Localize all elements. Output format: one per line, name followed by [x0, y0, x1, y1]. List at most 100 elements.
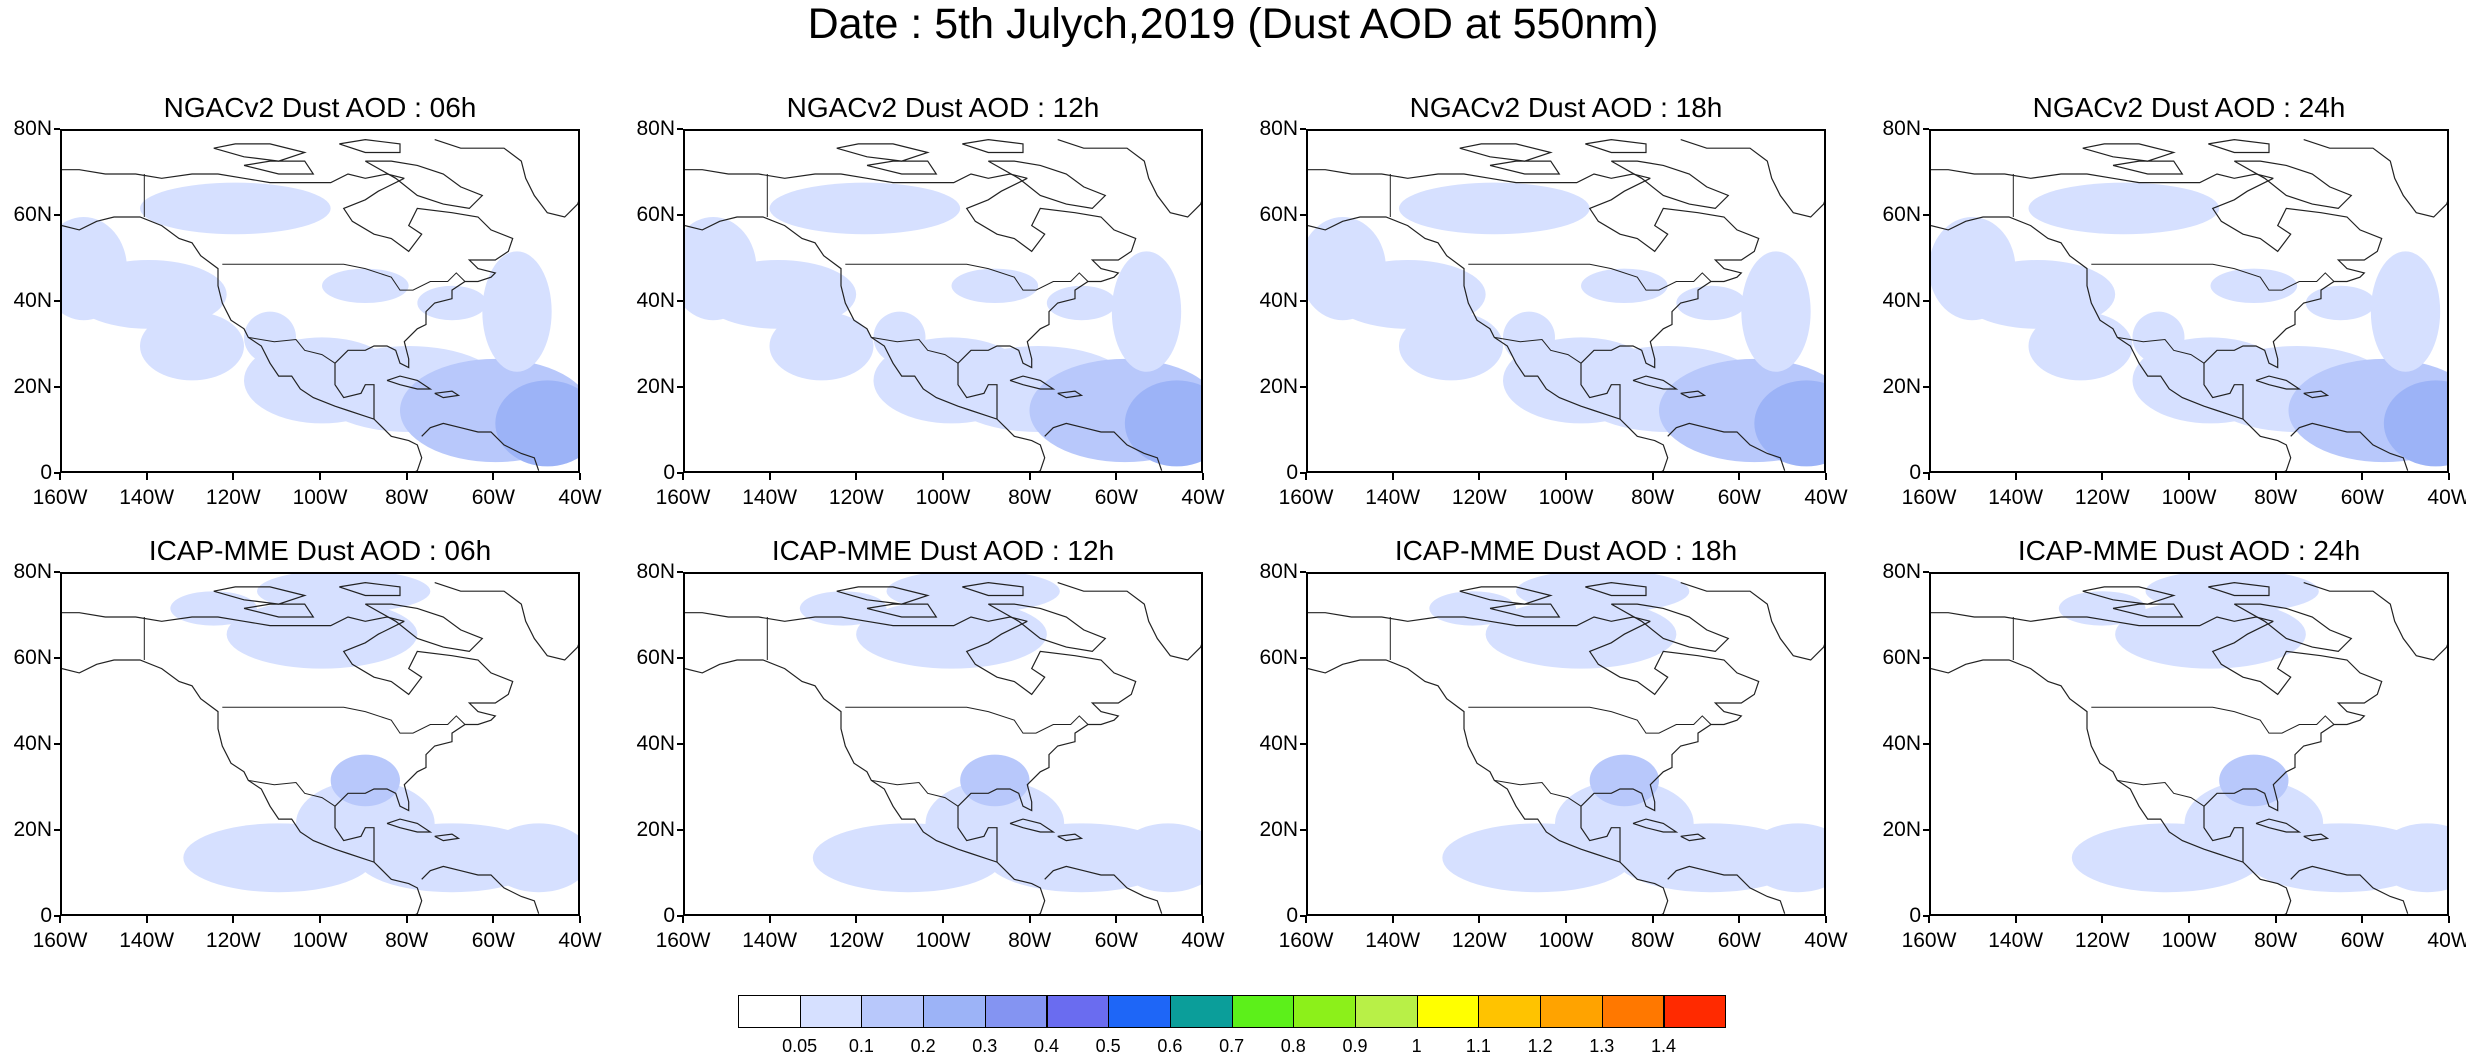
dust-shading	[799, 591, 887, 626]
lon-tick-label: 80W	[1631, 486, 1675, 509]
map-panel-ngac-12h	[683, 129, 1203, 473]
lat-tick-mark	[1300, 128, 1306, 130]
main-title: Date : 5th Julych,2019 (Dust AOD at 550n…	[807, 0, 1659, 48]
lat-tick-mark	[1300, 386, 1306, 388]
panel-title-icap-06h: ICAP-MME Dust AOD : 06h	[148, 535, 492, 566]
dust-shading	[1754, 380, 1824, 467]
lon-tick-label: 80W	[2254, 929, 2298, 952]
lon-tick-label: 140W	[1365, 486, 1421, 509]
lon-tick-mark	[768, 473, 771, 480]
coastline	[62, 612, 405, 627]
lon-tick-label: 80W	[1008, 929, 1052, 952]
lon-tick-mark	[2361, 916, 2364, 923]
map-panel-icap-06h	[60, 572, 580, 916]
colorbar-swatch	[923, 995, 986, 1028]
lon-tick-label: 160W	[32, 486, 88, 509]
map-canvas	[1931, 138, 2447, 471]
lon-tick-label: 120W	[2074, 929, 2130, 952]
dust-shading	[1745, 823, 1824, 893]
country-border	[845, 706, 1089, 734]
dust-shading	[322, 268, 409, 303]
coastline	[365, 603, 484, 653]
lon-tick-label: 100W	[2161, 929, 2217, 952]
dust-shading	[2370, 251, 2441, 372]
lat-tick-mark	[677, 214, 683, 216]
coastline	[1009, 818, 1056, 833]
dust-shading	[1589, 754, 1659, 807]
colorbar-swatch	[1169, 995, 1233, 1028]
lon-tick-mark	[2361, 473, 2364, 480]
coastline	[1580, 620, 1760, 863]
lat-tick-mark	[1300, 571, 1306, 573]
coastline	[213, 586, 307, 605]
dust-shading	[2219, 754, 2289, 807]
coastline	[2290, 422, 2409, 471]
lon-tick-label: 100W	[915, 929, 971, 952]
lon-tick-label: 100W	[292, 929, 348, 952]
coastline	[334, 177, 514, 420]
coastline	[2208, 581, 2270, 597]
lat-tick-label: 80N	[636, 117, 675, 140]
colorbar-swatch	[1540, 995, 1603, 1028]
lat-tick-mark	[1923, 657, 1929, 659]
dust-shading	[769, 311, 874, 381]
lon-tick-mark	[942, 473, 944, 480]
coastline	[1931, 612, 2274, 627]
dust-shading	[244, 311, 296, 364]
colorbar-label: 1.3	[1589, 1036, 1615, 1056]
lon-tick-label: 160W	[655, 929, 711, 952]
coastline	[836, 143, 930, 162]
lon-tick-label: 140W	[742, 929, 798, 952]
lat-tick-label: 40N	[1882, 289, 1921, 312]
lon-tick-label: 40W	[2427, 929, 2466, 952]
lat-tick-label: 80N	[1259, 117, 1298, 140]
lon-tick-mark	[2014, 916, 2017, 923]
lon-tick-label: 160W	[655, 486, 711, 509]
lon-tick-mark	[1305, 473, 1307, 480]
lon-tick-label: 120W	[1451, 929, 1507, 952]
lon-tick-label: 100W	[1538, 486, 1594, 509]
lon-tick-label: 60W	[1094, 486, 1138, 509]
coastline	[2112, 160, 2184, 175]
coastline	[421, 865, 540, 914]
coastline	[2303, 833, 2330, 842]
lat-tick-label: 60N	[636, 203, 675, 226]
lat-tick-mark	[1300, 214, 1306, 216]
lon-tick-mark	[768, 916, 771, 923]
lat-tick-label: 0	[40, 904, 52, 927]
colorbar-label: 0.5	[1095, 1036, 1121, 1056]
coastline	[243, 160, 315, 175]
lon-tick-mark	[1305, 916, 1307, 923]
coastline	[1308, 169, 1651, 184]
colorbar-label: 0.4	[1033, 1036, 1060, 1056]
lat-tick-label: 80N	[636, 560, 675, 583]
colorbar-swatch	[1478, 995, 1542, 1028]
panel-title-ngac-18h: NGACv2 Dust AOD : 18h	[1409, 92, 1723, 123]
coastline	[434, 833, 461, 842]
coastline	[1580, 177, 1760, 420]
lon-tick-mark	[1391, 473, 1394, 480]
country-border	[871, 336, 959, 364]
country-border	[2117, 779, 2205, 807]
country-border	[1468, 263, 1712, 291]
lon-tick-label: 140W	[1988, 929, 2044, 952]
lat-tick-label: 60N	[13, 203, 52, 226]
coastline	[386, 818, 433, 833]
map-canvas	[1308, 138, 1824, 471]
lat-tick-mark	[54, 571, 60, 573]
map-canvas	[1931, 574, 2447, 914]
coastline	[2303, 139, 2447, 218]
country-border	[222, 263, 466, 291]
lat-tick-mark	[677, 128, 683, 130]
lat-tick-mark	[54, 915, 60, 917]
lon-tick-mark	[682, 916, 684, 923]
lat-tick-mark	[1300, 472, 1306, 474]
country-border	[1468, 706, 1712, 734]
colorbar	[738, 995, 1727, 1028]
lon-tick-mark	[1478, 473, 1481, 480]
dust-shading	[1959, 260, 2116, 329]
lat-tick-label: 0	[1909, 461, 1921, 484]
colorbar-swatch	[861, 995, 925, 1028]
coastline	[1459, 586, 1553, 605]
lat-tick-label: 80N	[1882, 560, 1921, 583]
